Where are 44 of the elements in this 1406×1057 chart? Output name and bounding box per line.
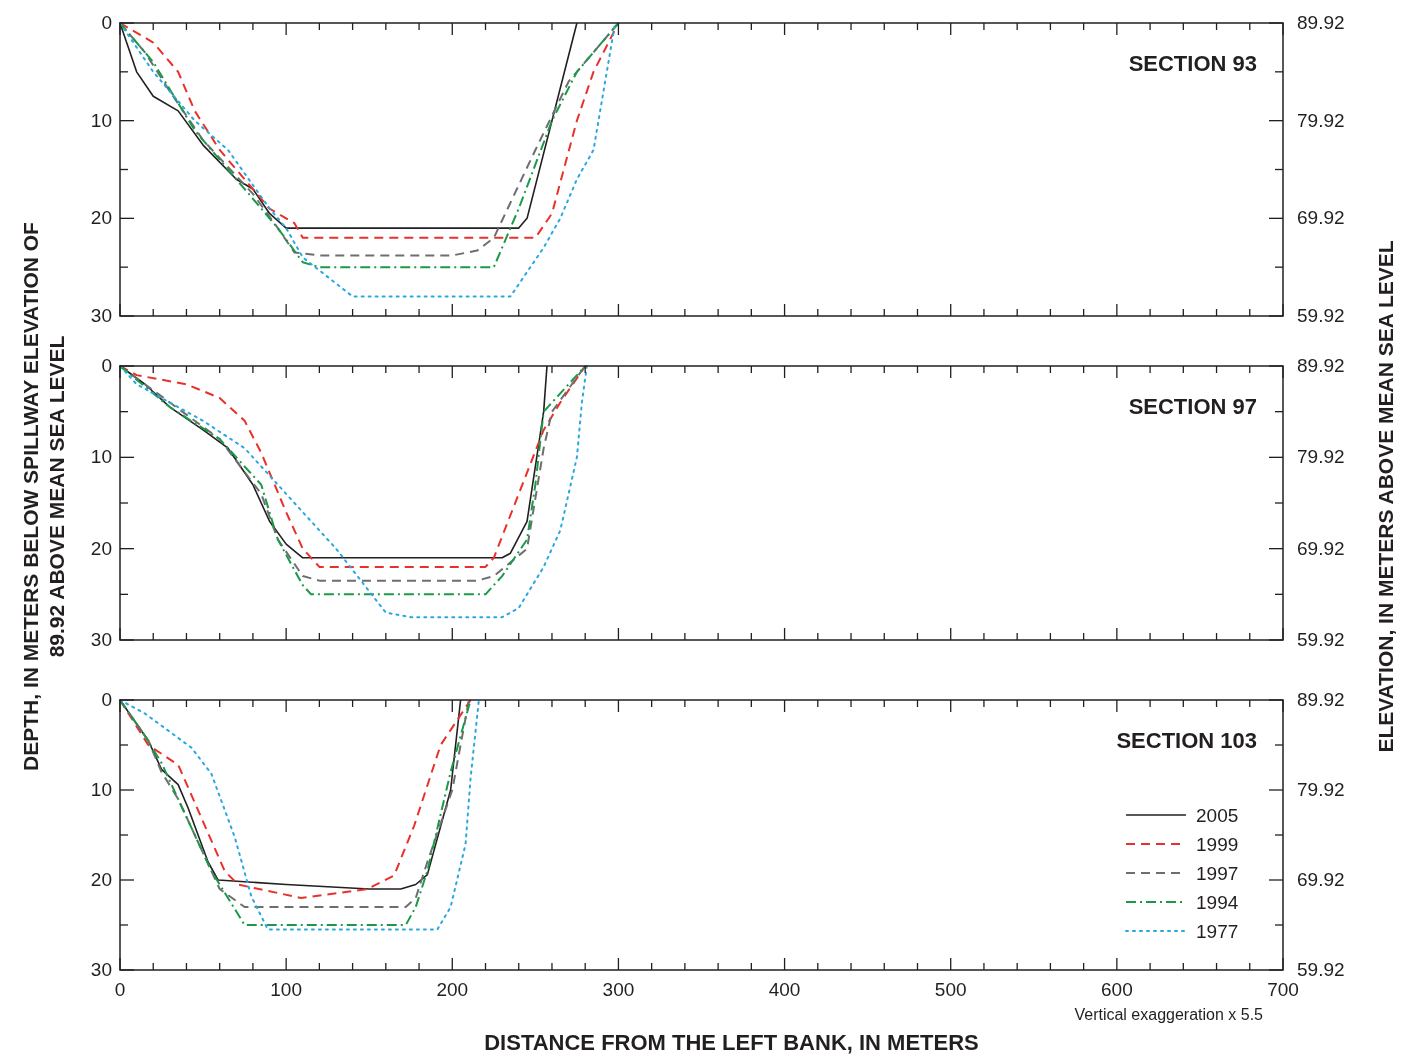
y2-tick-label: 69.92 bbox=[1297, 869, 1345, 890]
y-axis-title: DEPTH, IN METERS BELOW SPILLWAY ELEVATION OF 89.92 ABOVE MEAN SEA LEVEL bbox=[19, 221, 68, 771]
x-tick-label: 400 bbox=[768, 979, 801, 1000]
x-tick-label: 100 bbox=[270, 979, 302, 1000]
y2-tick-label: 89.92 bbox=[1297, 355, 1345, 376]
x-axis-title: DISTANCE FROM THE LEFT BANK, IN METERS bbox=[484, 1030, 979, 1055]
x-tick-label: 200 bbox=[436, 979, 469, 1000]
y2-tick-label: 69.92 bbox=[1297, 207, 1345, 229]
y-tick-label: 30 bbox=[90, 629, 112, 650]
legend-label: 1997 bbox=[1196, 863, 1239, 884]
text: SECTION 103 bbox=[1116, 728, 1257, 753]
y2-tick-label: 89.92 bbox=[1297, 12, 1345, 33]
y2-tick-label: 79.92 bbox=[1297, 779, 1345, 800]
x-tick-label: 500 bbox=[934, 979, 967, 1000]
x-tick-label: 0 bbox=[114, 979, 126, 1000]
y2-tick-label: 89.92 bbox=[1297, 689, 1345, 710]
y2-tick-label: 59.92 bbox=[1297, 959, 1345, 980]
text: SECTION 93 bbox=[1128, 51, 1257, 76]
y-tick-label: 20 bbox=[90, 869, 112, 890]
text: Vertical exaggeration x 5.5 bbox=[1074, 1006, 1264, 1023]
y2-tick-label: 59.92 bbox=[1297, 305, 1345, 326]
y-tick-label: 0 bbox=[101, 12, 112, 33]
y-tick-label: 20 bbox=[90, 537, 112, 559]
x-tick-label: 600 bbox=[1101, 979, 1133, 1000]
y-tick-label: 10 bbox=[90, 446, 112, 468]
x-tick-label: 700 bbox=[1267, 979, 1299, 1000]
y-tick-label: 20 bbox=[90, 207, 112, 229]
y-tick-label: 10 bbox=[90, 779, 112, 800]
x-tick-label: 300 bbox=[602, 979, 635, 1000]
text: SECTION 97 bbox=[1128, 394, 1257, 419]
legend-label: 1977 bbox=[1196, 921, 1239, 942]
y2-tick-label: 69.92 bbox=[1297, 537, 1345, 559]
legend-label: 2005 bbox=[1196, 805, 1239, 826]
legend-label: 1999 bbox=[1196, 834, 1239, 855]
legend-label: 1994 bbox=[1196, 892, 1239, 913]
y-tick-label: 0 bbox=[101, 689, 112, 710]
y2-tick-label: 79.92 bbox=[1297, 109, 1345, 131]
y-tick-label: 30 bbox=[90, 305, 112, 326]
y-tick-label: 30 bbox=[90, 959, 112, 980]
y2-tick-label: 59.92 bbox=[1297, 629, 1345, 650]
y2-axis-title: ELEVATION, IN METERS ABOVE MEAN SEA LEVEL bbox=[1374, 240, 1397, 753]
y-tick-label: 10 bbox=[90, 109, 112, 131]
y2-tick-label: 79.92 bbox=[1297, 446, 1345, 468]
y-tick-label: 0 bbox=[101, 355, 112, 376]
